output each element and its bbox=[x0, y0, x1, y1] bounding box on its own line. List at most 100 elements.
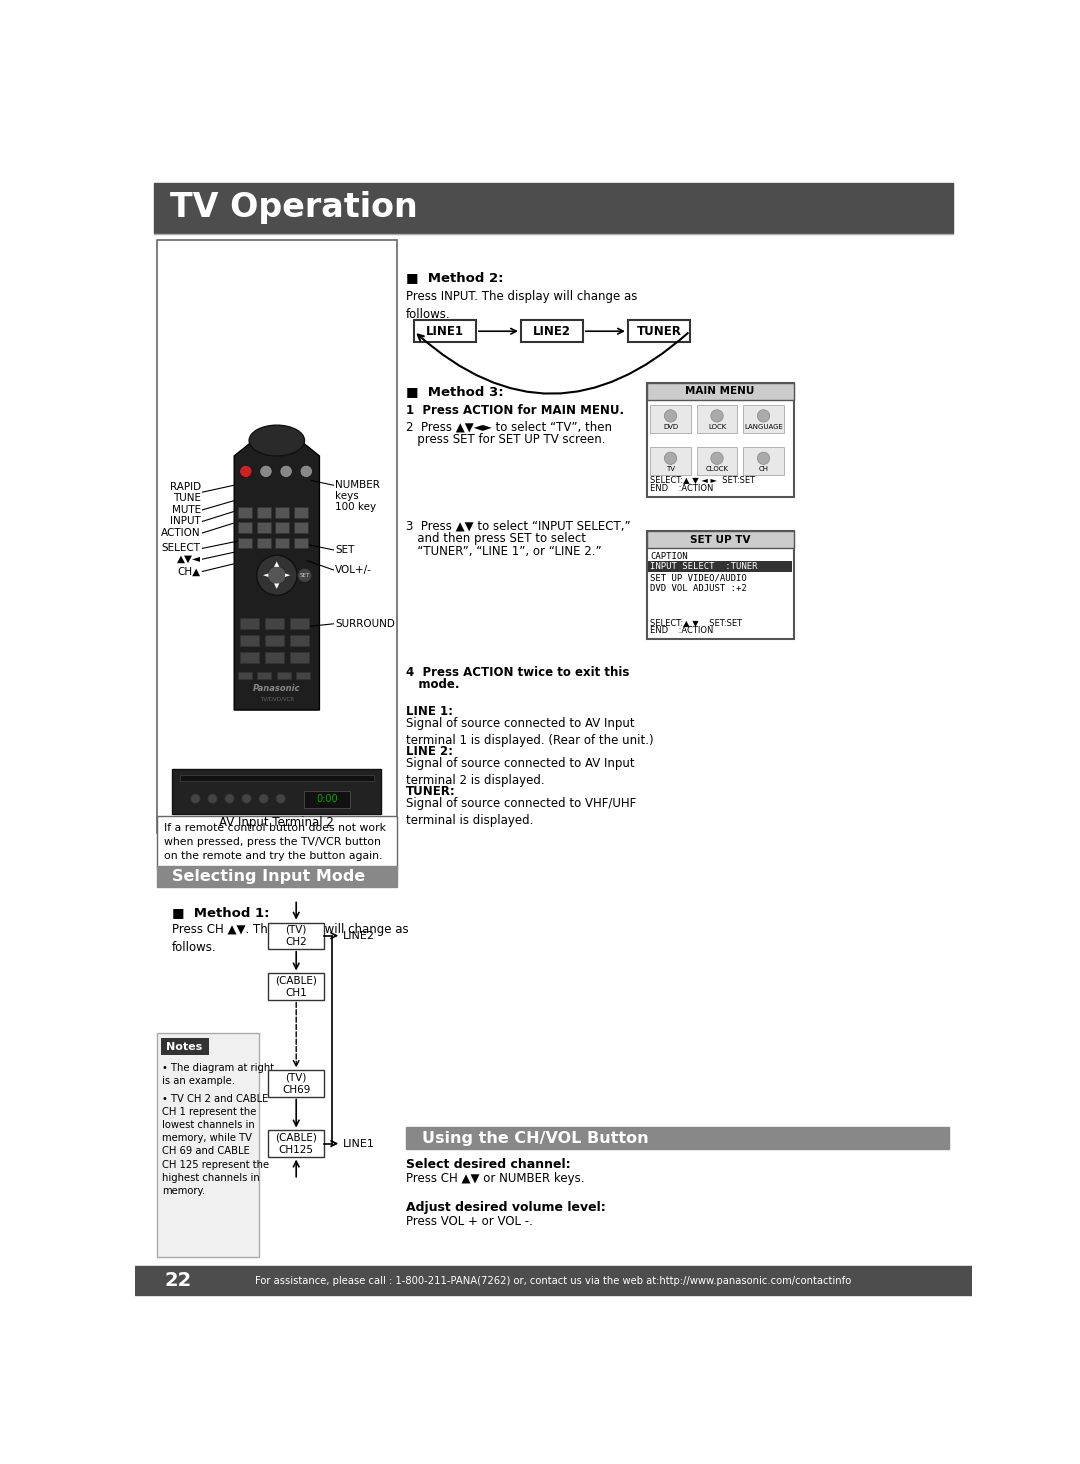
Bar bbox=[238, 672, 252, 679]
Text: Notes: Notes bbox=[166, 1041, 203, 1051]
Text: Panasonic: Panasonic bbox=[253, 684, 300, 692]
Circle shape bbox=[242, 793, 252, 804]
Bar bbox=[291, 653, 309, 663]
Bar bbox=[257, 537, 271, 549]
Circle shape bbox=[280, 466, 293, 477]
Text: (CABLE)
CH125: (CABLE) CH125 bbox=[275, 1132, 318, 1155]
Bar bbox=[266, 618, 284, 630]
Text: For assistance, please call : 1-800-211-PANA(7262) or, contact us via the web at: For assistance, please call : 1-800-211-… bbox=[255, 1275, 852, 1285]
Circle shape bbox=[240, 466, 252, 477]
Circle shape bbox=[259, 793, 268, 804]
Circle shape bbox=[757, 410, 770, 422]
Text: SET UP TV: SET UP TV bbox=[690, 534, 751, 545]
Text: • TV CH 2 and CABLE
CH 1 represent the
lowest channels in
memory, while TV
CH 69: • TV CH 2 and CABLE CH 1 represent the l… bbox=[162, 1094, 269, 1196]
Circle shape bbox=[300, 466, 312, 477]
Text: LINE2: LINE2 bbox=[342, 931, 375, 941]
Text: Signal of source connected to AV Input
terminal 1 is displayed. (Rear of the uni: Signal of source connected to AV Input t… bbox=[406, 717, 653, 747]
Text: SET: SET bbox=[299, 572, 310, 578]
Bar bbox=[650, 448, 691, 476]
Bar bbox=[266, 635, 284, 646]
Text: Signal of source connected to AV Input
terminal 2 is displayed.: Signal of source connected to AV Input t… bbox=[406, 757, 635, 788]
Bar bbox=[241, 635, 259, 646]
Bar bbox=[238, 507, 252, 518]
Text: ■  Method 1:: ■ Method 1: bbox=[172, 906, 270, 919]
Text: DVD: DVD bbox=[663, 423, 678, 430]
Text: SET UP VIDEO/AUDIO: SET UP VIDEO/AUDIO bbox=[650, 572, 747, 583]
Bar bbox=[647, 531, 794, 549]
Text: Adjust desired volume level:: Adjust desired volume level: bbox=[406, 1202, 606, 1214]
Text: Select desired channel:: Select desired channel: bbox=[406, 1158, 571, 1171]
Text: (TV)
CH2: (TV) CH2 bbox=[285, 924, 307, 947]
Bar bbox=[157, 865, 397, 887]
Ellipse shape bbox=[249, 425, 305, 455]
Text: ▲: ▲ bbox=[274, 562, 280, 568]
Text: END    :ACTION: END :ACTION bbox=[650, 627, 714, 635]
Bar bbox=[238, 523, 252, 533]
Bar bbox=[238, 537, 252, 549]
Bar bbox=[648, 562, 793, 572]
Text: Press VOL + or VOL -.: Press VOL + or VOL -. bbox=[406, 1215, 534, 1228]
Text: RAPID: RAPID bbox=[170, 482, 201, 492]
Bar bbox=[157, 815, 397, 868]
Bar bbox=[275, 537, 289, 549]
Text: 100 key: 100 key bbox=[335, 502, 376, 512]
Text: CLOCK: CLOCK bbox=[705, 466, 729, 471]
Text: TV Operation: TV Operation bbox=[170, 192, 418, 224]
Text: NUMBER: NUMBER bbox=[335, 480, 380, 490]
Text: press SET for SET UP TV screen.: press SET for SET UP TV screen. bbox=[406, 433, 606, 447]
Text: 0:00: 0:00 bbox=[316, 795, 338, 804]
Text: Press INPUT. The display will change as
follows.: Press INPUT. The display will change as … bbox=[406, 290, 637, 321]
Text: 22: 22 bbox=[164, 1271, 192, 1290]
Circle shape bbox=[711, 410, 724, 422]
Bar bbox=[268, 922, 324, 949]
Bar bbox=[414, 321, 476, 343]
Text: TV/DVD/VCR: TV/DVD/VCR bbox=[260, 695, 294, 701]
Bar bbox=[650, 406, 691, 433]
Bar bbox=[647, 382, 794, 496]
Text: 2  Press ▲▼◄► to select “TV”, then: 2 Press ▲▼◄► to select “TV”, then bbox=[406, 420, 612, 433]
Text: TV: TV bbox=[666, 466, 675, 471]
Bar bbox=[521, 321, 583, 343]
Text: If a remote control button does not work
when pressed, press the TV/VCR button
o: If a remote control button does not work… bbox=[164, 823, 386, 861]
Circle shape bbox=[711, 452, 724, 464]
Bar bbox=[627, 321, 690, 343]
Circle shape bbox=[757, 452, 770, 464]
Bar bbox=[406, 1127, 948, 1149]
Text: SELECT:▲ ▼    SET:SET: SELECT:▲ ▼ SET:SET bbox=[650, 618, 743, 627]
Text: LINE1: LINE1 bbox=[342, 1139, 375, 1149]
Circle shape bbox=[664, 410, 677, 422]
Text: Selecting Input Mode: Selecting Input Mode bbox=[172, 868, 365, 884]
Bar bbox=[268, 1130, 324, 1157]
Text: AV Input Terminal 2: AV Input Terminal 2 bbox=[219, 815, 335, 829]
Text: (TV)
CH69: (TV) CH69 bbox=[282, 1072, 310, 1095]
Text: ▼: ▼ bbox=[274, 583, 280, 589]
Bar bbox=[180, 774, 374, 780]
Bar bbox=[647, 531, 794, 640]
Bar bbox=[157, 240, 397, 833]
Bar bbox=[135, 1266, 972, 1296]
Text: LOCK: LOCK bbox=[707, 423, 726, 430]
Bar bbox=[276, 672, 291, 679]
Text: 4  Press ACTION twice to exit this: 4 Press ACTION twice to exit this bbox=[406, 666, 630, 679]
Text: MAIN MENU: MAIN MENU bbox=[686, 386, 755, 397]
Bar bbox=[241, 653, 259, 663]
Bar bbox=[154, 183, 953, 233]
Text: ▲▼◄: ▲▼◄ bbox=[177, 555, 201, 564]
Circle shape bbox=[207, 793, 217, 804]
Text: Using the CH/VOL Button: Using the CH/VOL Button bbox=[422, 1130, 648, 1146]
Text: keys: keys bbox=[335, 490, 359, 501]
Bar bbox=[291, 618, 309, 630]
Bar bbox=[268, 1070, 324, 1097]
Circle shape bbox=[257, 555, 297, 596]
Bar bbox=[268, 974, 324, 1000]
Text: 1  Press ACTION for MAIN MENU.: 1 Press ACTION for MAIN MENU. bbox=[406, 404, 624, 417]
Text: LINE1: LINE1 bbox=[426, 325, 464, 338]
Text: CH: CH bbox=[758, 466, 769, 471]
Text: Press CH ▲▼ or NUMBER keys.: Press CH ▲▼ or NUMBER keys. bbox=[406, 1173, 584, 1184]
Text: CAPTION: CAPTION bbox=[650, 552, 688, 561]
Text: SET: SET bbox=[335, 545, 354, 555]
Text: ■  Method 3:: ■ Method 3: bbox=[406, 385, 504, 398]
Circle shape bbox=[268, 567, 286, 584]
Bar bbox=[157, 1034, 259, 1256]
Circle shape bbox=[664, 452, 677, 464]
